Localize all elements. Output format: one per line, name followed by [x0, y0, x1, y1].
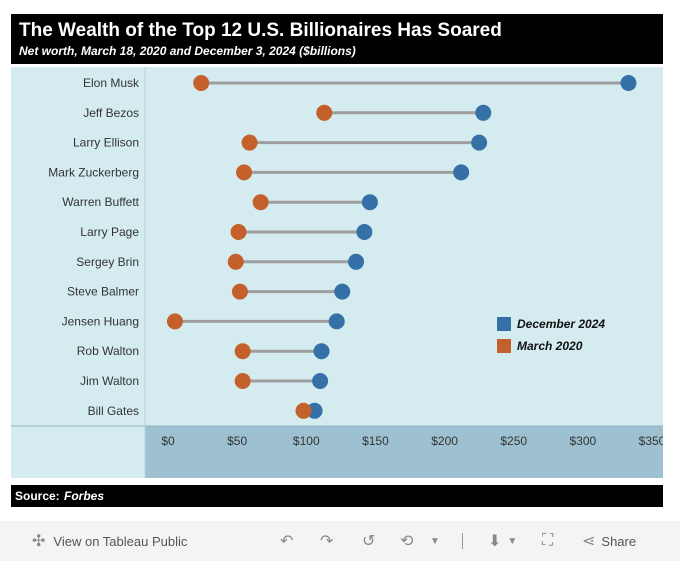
download-icon: ⬇	[488, 533, 502, 550]
undo-button[interactable]: ↶	[280, 521, 293, 561]
undo-icon: ↶	[280, 533, 294, 550]
march-2020-point[interactable]	[231, 283, 248, 300]
tableau-toolbar: ✣ View on Tableau Public ↶ ↷ ↺ ⟲ ▼ ⬇ ▼ ⛶…	[0, 521, 680, 561]
december-2024-point[interactable]	[334, 283, 351, 300]
category-label: Bill Gates	[88, 404, 139, 418]
march-2020-point[interactable]	[252, 194, 269, 211]
march-2020-point[interactable]	[236, 164, 253, 181]
source-bar: Source: Forbes	[11, 485, 663, 507]
category-label: Steve Balmer	[67, 285, 139, 299]
march-2020-point[interactable]	[227, 253, 244, 270]
fullscreen-icon: ⛶	[542, 532, 554, 549]
december-2024-point[interactable]	[306, 402, 323, 419]
category-label: Mark Zuckerberg	[48, 165, 139, 179]
fullscreen-button[interactable]: ⛶	[542, 521, 553, 561]
source-label: Source:	[15, 489, 60, 503]
title-bar: The Wealth of the Top 12 U.S. Billionair…	[11, 14, 663, 64]
chart-title: The Wealth of the Top 12 U.S. Billionair…	[19, 20, 502, 41]
december-2024-point[interactable]	[475, 104, 492, 121]
revert-icon: ↺	[362, 533, 376, 550]
x-tick-label: $250	[500, 434, 527, 448]
march-2020-point[interactable]	[316, 104, 333, 121]
redo-icon: ↷	[320, 533, 334, 550]
chart-area: Elon Musk Jeff Bezos Larry Ellison Mark Zuc…	[11, 67, 666, 478]
share-icon: ⋖	[582, 533, 596, 550]
toolbar-divider	[462, 533, 463, 549]
x-tick-label: $300	[570, 434, 597, 448]
x-tick-label: $0	[161, 434, 175, 448]
plot-background	[11, 67, 663, 478]
december-2024-point[interactable]	[348, 253, 365, 270]
december-2024-point[interactable]	[328, 313, 345, 330]
category-label: Warren Buffett	[62, 195, 139, 209]
category-label: Jensen Huang	[62, 314, 139, 328]
refresh-button[interactable]: ⟲	[400, 521, 413, 561]
legend: December 2024 March 2020	[497, 317, 605, 353]
share-button[interactable]: ⋖ Share	[582, 521, 636, 561]
category-label: Larry Page	[80, 225, 139, 239]
december-2024-point[interactable]	[312, 373, 329, 389]
march-2020-point[interactable]	[295, 402, 312, 419]
refresh-icon: ⟲	[400, 533, 414, 550]
march-2020-point[interactable]	[193, 75, 210, 91]
revert-button[interactable]: ↺	[362, 521, 375, 561]
december-2024-point[interactable]	[313, 343, 330, 360]
legend-label: December 2024	[517, 317, 605, 331]
view-on-tableau-button[interactable]: ✣ View on Tableau Public	[32, 521, 187, 561]
legend-swatch	[497, 317, 511, 331]
x-tick-label: $350	[639, 434, 663, 448]
december-2024-point[interactable]	[471, 134, 488, 151]
share-label: Share	[601, 533, 637, 549]
tableau-logo-icon: ✣	[32, 533, 46, 550]
category-label: Elon Musk	[83, 76, 140, 90]
march-2020-point[interactable]	[234, 343, 251, 360]
category-label: Rob Walton	[77, 344, 139, 358]
legend-label: March 2020	[517, 339, 583, 353]
x-tick-label: $150	[362, 434, 389, 448]
download-chevron-icon: ▼	[507, 535, 518, 547]
dumbbell-chart: Elon Musk Jeff Bezos Larry Ellison Mark Zuc…	[11, 67, 666, 478]
category-label: Sergey Brin	[76, 255, 139, 269]
december-2024-point[interactable]	[453, 164, 470, 181]
chart-subtitle: Net worth, March 18, 2020 and December 3…	[19, 44, 356, 58]
source-name: Forbes	[64, 489, 105, 503]
axis-band	[145, 426, 663, 478]
x-tick-label: $100	[293, 434, 320, 448]
december-2024-point[interactable]	[361, 194, 378, 211]
march-2020-point[interactable]	[234, 373, 251, 389]
legend-swatch	[497, 339, 511, 353]
category-label: Larry Ellison	[73, 136, 139, 150]
chevron-down-icon: ▼	[430, 535, 440, 547]
view-on-tableau-label: View on Tableau Public	[53, 533, 188, 549]
march-2020-point[interactable]	[166, 313, 183, 330]
march-2020-point[interactable]	[241, 134, 258, 151]
category-label: Jeff Bezos	[83, 106, 139, 120]
march-2020-point[interactable]	[230, 224, 247, 240]
x-tick-label: $200	[431, 434, 458, 448]
pause-dropdown[interactable]: ▼	[430, 521, 440, 561]
redo-button[interactable]: ↷	[320, 521, 333, 561]
december-2024-point[interactable]	[620, 75, 637, 91]
category-label: Jim Walton	[80, 374, 139, 388]
x-tick-label: $50	[227, 434, 247, 448]
download-button[interactable]: ⬇ ▼	[488, 521, 517, 561]
december-2024-point[interactable]	[356, 224, 373, 240]
